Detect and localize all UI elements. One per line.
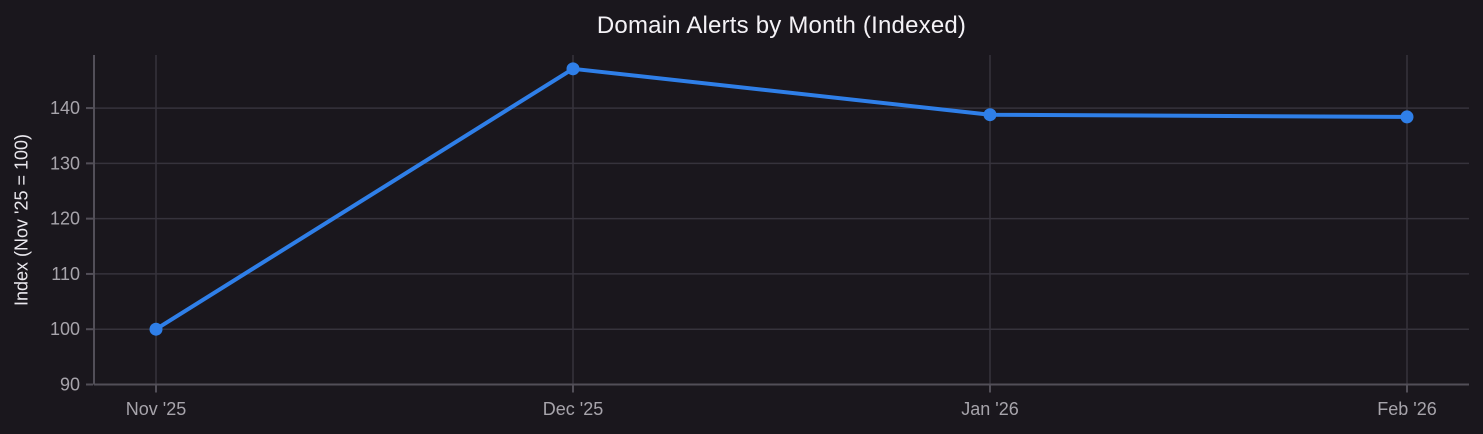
data-point[interactable]	[566, 62, 580, 76]
x-tick-label: Nov '25	[126, 399, 186, 419]
y-tick-label: 120	[50, 209, 80, 229]
series-line	[154, 66, 1409, 332]
y-tick-label: 110	[51, 264, 80, 284]
y-tick-label: 130	[50, 153, 80, 173]
x-tick-label: Feb '26	[1377, 399, 1436, 419]
x-tick-label: Dec '25	[543, 399, 603, 419]
x-tick-label: Jan '26	[961, 399, 1018, 419]
y-tick-label: 100	[50, 319, 80, 339]
chart-title: Domain Alerts by Month (Indexed)	[596, 12, 967, 39]
data-point[interactable]	[149, 322, 163, 336]
y-tick-label: 90	[60, 375, 80, 395]
data-point[interactable]	[983, 108, 997, 122]
data-point[interactable]	[1400, 110, 1414, 124]
y-tick-label: 140	[50, 98, 80, 118]
